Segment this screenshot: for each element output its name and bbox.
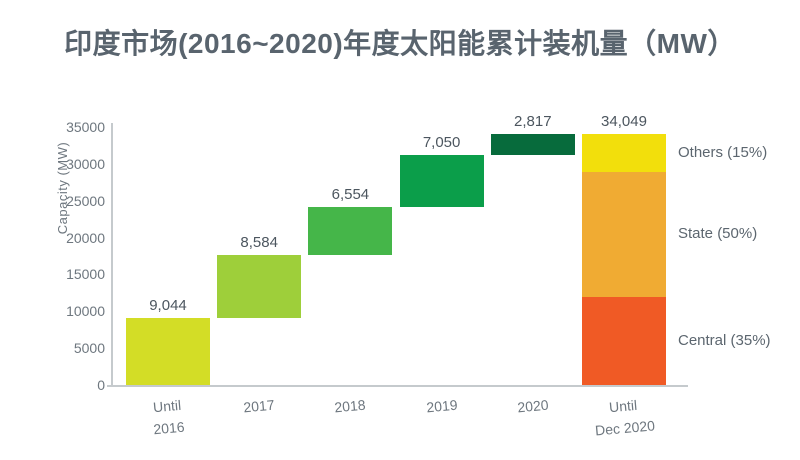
value-label-2018: 6,554 [331,185,370,203]
segment-label-state: State (50%) [678,225,758,243]
bar-until-2016 [126,318,210,385]
x-tick-label-until-dec-2020: Until Dec 2020 [562,390,685,444]
y-tick-label: 35000 [66,119,105,135]
y-tick-label: 20000 [66,229,105,246]
value-label-total: 34,049 [601,113,647,130]
segment-label-others: Others (15%) [678,143,768,161]
chart-title: 印度市场(2016~2020)年度太阳能累计装机量（MW） [64,28,736,59]
y-tick-label: 5000 [73,340,105,357]
bar-2018 [308,206,393,256]
x-axis-line [107,385,688,387]
y-tick-label: 0 [97,377,105,393]
bar-2019 [399,154,484,207]
bar-2017 [217,255,302,319]
total-bar-segment-central [582,297,666,385]
y-tick-label: 30000 [66,155,105,172]
total-bar-segment-others [582,134,666,172]
y-tick-label: 15000 [66,266,105,283]
segment-label-central: Central (35%) [678,332,771,350]
value-label-2019: 7,050 [422,133,461,151]
value-label-2020: 2,817 [514,113,552,130]
y-tick-label: 25000 [66,192,105,209]
y-tick-label: 10000 [66,303,105,320]
value-label-until-2016: 9,044 [149,297,187,315]
total-bar-segment-state [582,171,666,298]
y-axis-line [111,123,113,387]
value-label-2017: 8,584 [240,234,278,252]
bar-2020 [490,134,575,155]
